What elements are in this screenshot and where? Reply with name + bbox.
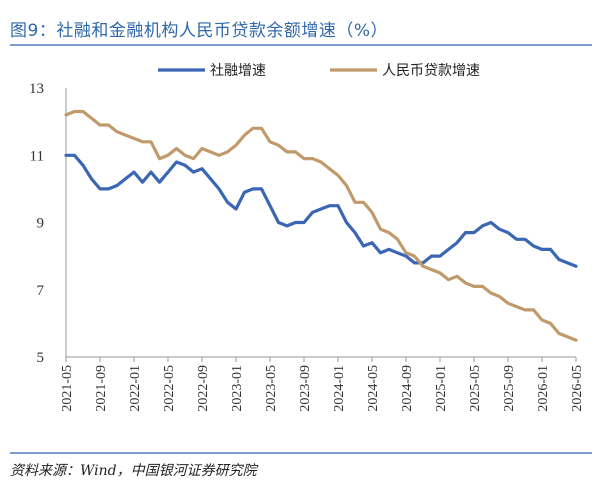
- x-tick-label: 2022-09: [196, 365, 211, 412]
- figure-title: 图9：社融和金融机构人民币贷款余额增速（%）: [10, 21, 388, 41]
- x-tick-label: 2024-05: [366, 365, 381, 412]
- x-tick-label: 2023-05: [264, 365, 279, 412]
- x-tick-label: 2026-05: [570, 365, 585, 412]
- chart-ticks: 5 7 9 11 13 2021-05 2021-09 2022-01 2022-05 2022-…: [29, 81, 585, 412]
- series-line-1: [64, 153, 578, 268]
- x-tick-label: 2023-01: [230, 365, 245, 412]
- legend-label-2: 人民币贷款增速: [382, 63, 480, 79]
- chart-axes: [65, 88, 576, 358]
- x-tick-label: 2021-09: [94, 365, 109, 412]
- x-tick-label: 2024-01: [332, 365, 347, 412]
- x-tick-label: 2022-05: [162, 365, 177, 412]
- legend-label-1: 社融增速: [210, 63, 266, 79]
- chart-series: [64, 109, 578, 342]
- x-tick-label: 2026-01: [536, 365, 551, 412]
- x-tick-label: 2023-09: [298, 365, 313, 412]
- x-tick-label: 2022-01: [128, 365, 143, 412]
- x-tick-label: 2025-05: [468, 365, 483, 412]
- y-tick-label: 11: [30, 148, 44, 164]
- x-tick-label: 2025-09: [502, 365, 517, 412]
- y-tick-label: 7: [37, 283, 45, 299]
- x-tick-label: 2025-01: [434, 365, 449, 412]
- x-tick-label: 2021-05: [60, 365, 75, 412]
- source-note: 资料来源：Wind，中国银河证券研究院: [10, 463, 257, 479]
- series-line-2: [64, 109, 578, 342]
- x-tick-label: 2024-09: [400, 365, 415, 412]
- y-tick-label: 5: [37, 350, 45, 366]
- y-tick-label: 13: [29, 81, 44, 97]
- chart-legend: 社融增速 人民币贷款增速: [158, 63, 480, 79]
- y-tick-label: 9: [37, 216, 45, 232]
